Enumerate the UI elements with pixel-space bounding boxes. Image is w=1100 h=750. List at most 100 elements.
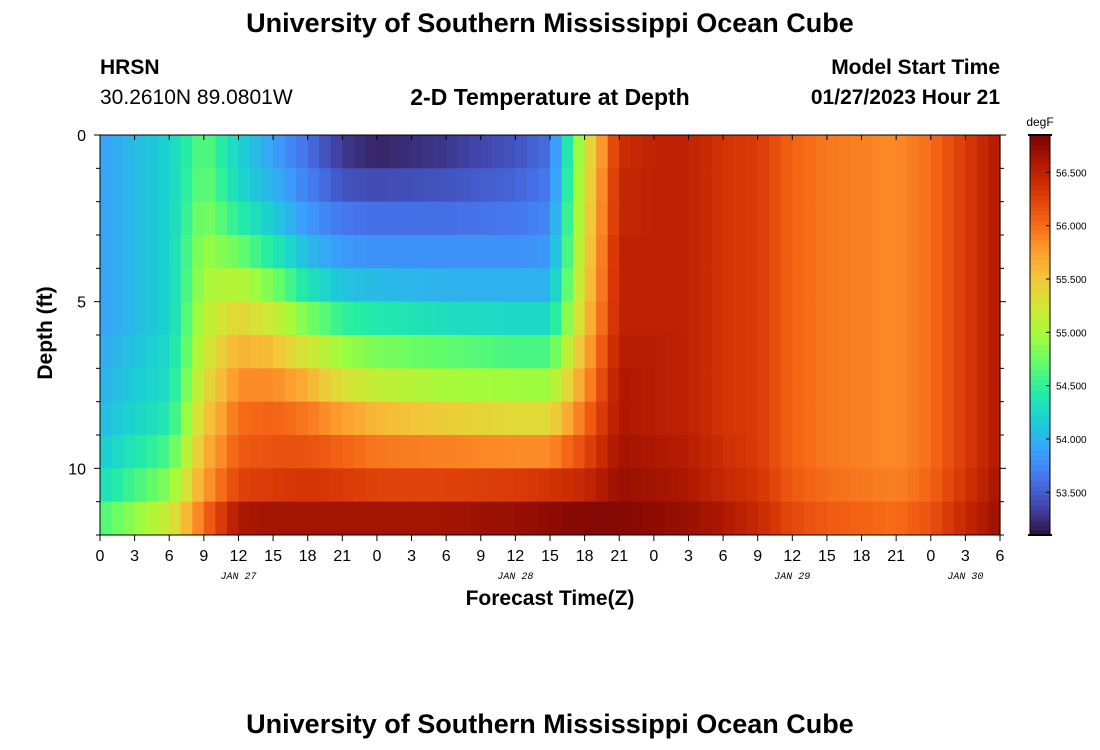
heatmap-cell — [584, 401, 597, 436]
date-label: JAN 28 — [497, 572, 533, 583]
colorbar-segment — [1030, 160, 1050, 166]
heatmap-cell — [169, 501, 182, 536]
heatmap-cell — [503, 168, 516, 203]
heatmap-cell — [526, 335, 540, 369]
colorbar-segment — [1030, 390, 1050, 396]
heatmap-cell — [353, 201, 366, 236]
heatmap-cell — [607, 168, 620, 203]
heatmap-cell — [711, 401, 724, 436]
heatmap-cell — [619, 335, 632, 369]
heatmap-cell — [146, 401, 159, 436]
heatmap-cell — [250, 401, 263, 436]
heatmap-cell — [515, 435, 528, 469]
heatmap-cell — [376, 268, 390, 303]
heatmap-cell — [226, 201, 240, 236]
heatmap-cell — [711, 368, 724, 403]
heatmap-cell — [757, 468, 770, 503]
heatmap-cell — [630, 435, 643, 469]
heatmap-cell — [550, 468, 563, 503]
heatmap-cell — [319, 368, 332, 403]
heatmap-cell — [953, 468, 966, 503]
heatmap-cell — [850, 335, 863, 369]
heatmap-cell — [873, 301, 886, 336]
heatmap-cell — [769, 268, 782, 303]
heatmap-cell — [907, 468, 920, 503]
heatmap-cell — [746, 368, 759, 403]
heatmap-cell — [319, 168, 332, 203]
heatmap-cell — [296, 435, 309, 469]
heatmap-cell — [515, 235, 528, 269]
heatmap-cell — [792, 401, 805, 436]
heatmap-cell — [353, 135, 366, 169]
heatmap-cell — [815, 268, 828, 303]
heatmap-cell — [169, 201, 182, 236]
heatmap-cell — [896, 501, 909, 536]
heatmap-cell — [250, 501, 263, 536]
heatmap-cell — [619, 268, 632, 303]
heatmap-cell — [307, 335, 320, 369]
heatmap-cell — [180, 335, 193, 369]
heatmap-cell — [550, 135, 563, 169]
heatmap-cell — [400, 201, 413, 236]
heatmap-cell — [169, 401, 182, 436]
heatmap-cell — [296, 235, 309, 269]
heatmap-cell — [988, 168, 1001, 203]
heatmap-cell — [342, 335, 355, 369]
colorbar-segment — [1030, 145, 1050, 151]
heatmap-cell — [676, 435, 690, 469]
heatmap-cell — [780, 335, 793, 369]
heatmap-cell — [850, 401, 863, 436]
heatmap-cell — [734, 501, 747, 536]
heatmap-cell — [250, 135, 263, 169]
colorbar-segment — [1030, 380, 1050, 386]
heatmap-cell — [538, 168, 551, 203]
heatmap-cell — [319, 435, 332, 469]
heatmap-cell — [376, 468, 390, 503]
heatmap-cell — [330, 301, 343, 336]
heatmap-cell — [446, 468, 459, 503]
heatmap-cell — [296, 468, 309, 503]
colorbar-segment — [1030, 470, 1050, 476]
heatmap-cell — [296, 335, 309, 369]
station-coordinates: 30.2610N 89.0801W — [100, 86, 293, 109]
heatmap-cell — [746, 335, 759, 369]
heatmap-cell — [734, 435, 747, 469]
heatmap-cell — [261, 368, 274, 403]
heatmap-cell — [815, 368, 828, 403]
heatmap-cell — [861, 301, 874, 336]
heatmap-cell — [561, 135, 574, 169]
heatmap-cell — [826, 201, 840, 236]
heatmap-cell — [826, 501, 840, 536]
heatmap-cell — [400, 435, 413, 469]
colorbar-segment — [1030, 280, 1050, 286]
heatmap-cell — [515, 135, 528, 169]
heatmap-cell — [780, 468, 793, 503]
heatmap-cell — [238, 401, 251, 436]
colorbar-unit: degF — [1026, 115, 1053, 129]
heatmap-cell — [261, 501, 274, 536]
heatmap-cell — [988, 135, 1001, 169]
heatmap-cell — [180, 368, 193, 403]
heatmap-cell — [307, 201, 320, 236]
heatmap-cell — [861, 168, 874, 203]
heatmap-cell — [884, 401, 897, 436]
heatmap-cell — [803, 435, 816, 469]
colorbar-segment — [1030, 520, 1050, 526]
colorbar-segment — [1030, 440, 1050, 446]
heatmap-cell — [157, 368, 170, 403]
heatmap-cell — [169, 301, 182, 336]
heatmap-cell — [688, 501, 701, 536]
heatmap-cell — [803, 168, 816, 203]
heatmap-cell — [503, 435, 516, 469]
heatmap-cell — [400, 401, 413, 436]
heatmap-cell — [873, 368, 886, 403]
heatmap-cell — [503, 368, 516, 403]
heatmap-cell — [907, 168, 920, 203]
heatmap-cell — [873, 201, 886, 236]
heatmap-cell — [250, 168, 263, 203]
heatmap-cell — [273, 301, 286, 336]
heatmap-cell — [503, 401, 516, 436]
heatmap-cell — [365, 268, 378, 303]
heatmap-cell — [446, 368, 459, 403]
heatmap-cell — [711, 435, 724, 469]
